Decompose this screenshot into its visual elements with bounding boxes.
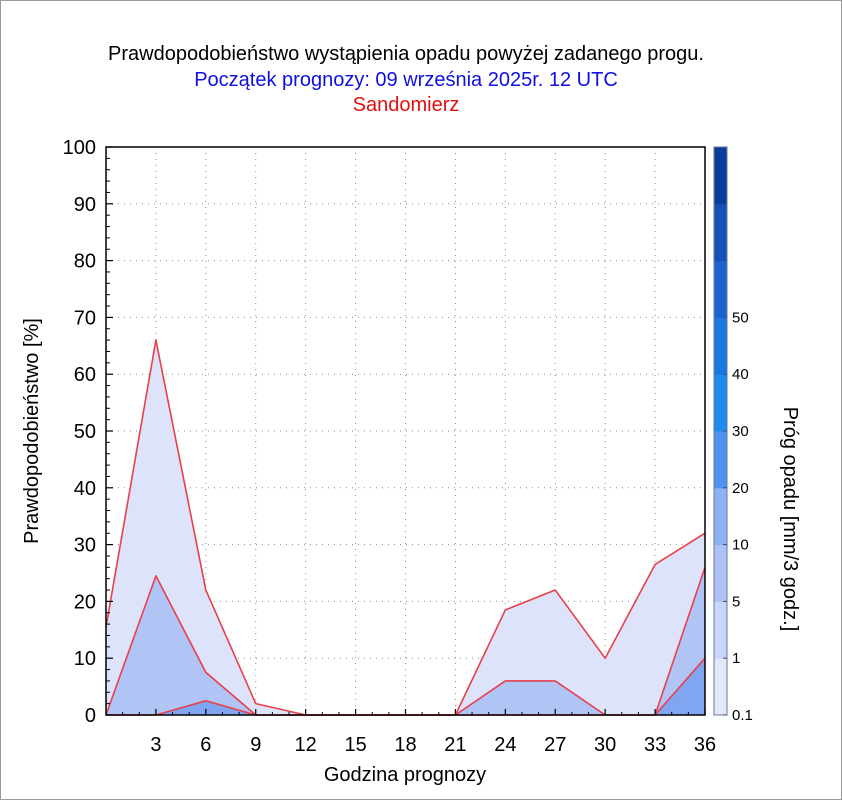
colorbar-band (714, 374, 727, 432)
colorbar-band (714, 658, 727, 716)
colorbar: 0.1 1 5 10 20 30 40 50 (713, 146, 753, 724)
colorbar-tick-label: 10 (732, 537, 749, 554)
x-tick-label: 3 (150, 734, 161, 756)
x-axis-ticks: 3 6 9 12 15 18 21 24 27 30 33 36 (122, 709, 716, 756)
colorbar-tick-label: 1 (732, 650, 740, 667)
colorbar-band (714, 147, 727, 205)
x-tick-label: 36 (694, 734, 716, 756)
colorbar-tick-label: 50 (732, 309, 749, 326)
y-tick-label: 0 (85, 705, 96, 727)
colorbar-tick-label: 5 (732, 593, 740, 610)
colorbar-band (714, 544, 727, 602)
y-tick-label: 50 (74, 421, 96, 443)
colorbar-band (714, 487, 727, 546)
chart-location: Sandomierz (352, 94, 460, 116)
y-tick-label: 30 (74, 535, 96, 557)
x-tick-label: 24 (494, 734, 516, 756)
x-tick-label: 12 (295, 734, 317, 756)
x-tick-label: 30 (594, 734, 616, 756)
y-tick-label: 40 (74, 478, 96, 500)
colorbar-band (714, 317, 727, 375)
colorbar-tick-label: 30 (732, 423, 749, 440)
x-axis-label: Godzina prognozy (324, 764, 486, 786)
x-tick-label: 9 (250, 734, 261, 756)
y-tick-label: 60 (74, 364, 96, 386)
colorbar-band (714, 260, 727, 318)
x-tick-label: 18 (394, 734, 416, 756)
x-tick-label: 33 (644, 734, 666, 756)
y-axis-ticks: 0 10 20 30 40 50 60 70 80 90 100 (63, 137, 113, 727)
y-tick-label: 70 (74, 307, 96, 329)
colorbar-band (714, 431, 727, 489)
x-tick-label: 27 (544, 734, 566, 756)
y-tick-label: 90 (74, 194, 96, 216)
colorbar-tick-label: 0.1 (732, 707, 753, 724)
colorbar-tick-label: 40 (732, 366, 749, 383)
x-tick-label: 6 (200, 734, 211, 756)
y-tick-label: 80 (74, 251, 96, 273)
series-areas (106, 340, 705, 715)
colorbar-band (714, 601, 727, 659)
y-tick-label: 100 (63, 137, 96, 159)
colorbar-band (714, 203, 727, 262)
area-series-0.1 (106, 340, 705, 715)
y-axis-label: Prawdopodobieństwo [%] (21, 318, 43, 544)
x-tick-label: 21 (444, 734, 466, 756)
x-tick-label: 15 (344, 734, 366, 756)
chart-title: Prawdopodobieństwo wystąpienia opadu pow… (108, 43, 704, 65)
y-tick-label: 20 (74, 591, 96, 613)
colorbar-tick-label: 20 (732, 480, 749, 497)
chart-subtitle: Początek prognozy: 09 września 2025r. 12… (194, 69, 618, 91)
colorbar-label: Próg opadu [mm/3 godz.] (779, 407, 801, 632)
y-tick-label: 10 (74, 648, 96, 670)
area-series-1 (106, 567, 705, 715)
